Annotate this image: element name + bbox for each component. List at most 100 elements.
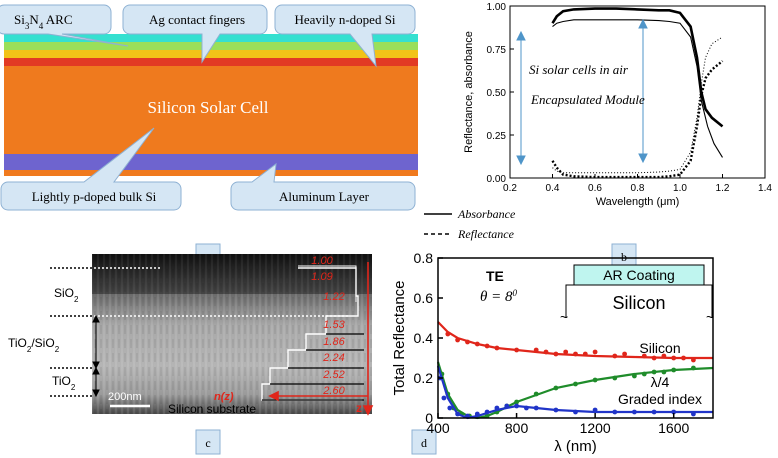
d-series-point-2	[474, 411, 480, 417]
layer-yellow	[4, 50, 418, 58]
d-series-point-1	[651, 369, 657, 375]
d-series-point-2	[494, 405, 500, 411]
panel-label-b: b	[611, 243, 637, 269]
layer-bottom	[4, 170, 418, 176]
ndoped-label: Heavily n-doped Si	[294, 12, 395, 27]
d-series-point-1	[612, 375, 618, 381]
d-series-point-0	[445, 331, 451, 337]
panel-c: SiO2 TiO2/SiO2 TiO2 1.00 1.09 1.22 1.53 1.86…	[8, 254, 374, 416]
aluminum-label: Aluminum Layer	[279, 189, 370, 204]
annotation-in-air: Si solar cells in air	[529, 62, 629, 77]
chart-b-series	[551, 7, 724, 179]
curve-label-graded: Graded index	[618, 391, 702, 407]
index-value: 1.86	[323, 336, 345, 348]
d-series-point-0	[661, 353, 667, 359]
layer-ndoped	[4, 58, 418, 66]
d-series-point-0	[691, 357, 696, 363]
d-series-point-2	[441, 395, 447, 401]
mode-label: TE	[486, 268, 504, 284]
index-value: 1.22	[323, 291, 344, 303]
d-xtick-label: 800	[505, 420, 529, 436]
d-series-point-2	[573, 409, 578, 415]
d-series-point-2	[447, 405, 453, 411]
b-ytick-label: 0.75	[487, 45, 507, 56]
callout-arc: Si3N4 ARC	[0, 4, 129, 47]
d-series-point-0	[465, 339, 470, 345]
b-xtick-label: 0.4	[546, 183, 560, 194]
d-series-point-2	[514, 403, 519, 409]
d-series-point-0	[543, 349, 549, 355]
b-xtick-label: 1.4	[758, 183, 772, 194]
d-series-point-0	[573, 351, 578, 357]
d-series-point-1	[661, 369, 667, 375]
d-series-point-2	[465, 413, 470, 419]
d-series-point-0	[474, 341, 480, 347]
chart-b-xlabel: Wavelength (μm)	[596, 196, 680, 208]
z-label: z	[356, 401, 362, 415]
b-xtick-label: 1.0	[673, 183, 687, 194]
inset-break-right: ~	[706, 309, 714, 325]
d-series-point-1	[641, 371, 647, 377]
d-xtick-label: 1200	[580, 420, 611, 436]
chart-d-xlabel: λ (nm)	[554, 438, 597, 455]
annotation-module: Encapsulated Module	[530, 92, 645, 107]
chart-b-legend: Absorbance Reflectance	[424, 207, 516, 241]
inset-silicon	[565, 284, 713, 318]
d-series-point-0	[641, 353, 647, 359]
chart-b-ticks: 0.2 0.4 0.6 0.8 1.0 1.2 1.4 0.00 0.25 0.50 0.75 1.0…	[487, 2, 773, 194]
inset-silicon-label: Silicon	[612, 293, 665, 313]
d-series-point-0	[484, 343, 490, 349]
d-series-point-1	[514, 399, 519, 405]
index-staircase-steps	[262, 333, 364, 401]
d-series-point-0	[651, 355, 657, 361]
d-series-point-2	[651, 409, 657, 415]
pdoped-label: Lightly p-doped bulk Si	[32, 189, 157, 204]
curve-label-quarter: λ/4	[651, 374, 670, 390]
panel-d: 400 800 1200 1600 0 0.2 0.4 0.6 0.8 λ (nm) Total…	[391, 250, 714, 455]
svg-text:c: c	[205, 436, 210, 450]
callout-fingers: Ag contact fingers	[122, 4, 268, 64]
label-tio2-sio2: TiO2/SiO2	[8, 336, 60, 354]
d-series-point-2	[504, 403, 510, 409]
d-series-point-2	[612, 409, 618, 415]
d-series-point-1	[533, 391, 539, 397]
d-series-point-0	[681, 355, 686, 361]
chart-d-ticks: 400 800 1200 1600 0 0.2 0.4 0.6 0.8	[414, 250, 690, 436]
d-xtick-label: 400	[426, 420, 450, 436]
legend-absorbance: Absorbance	[457, 207, 516, 221]
layer-boundaries-left	[50, 267, 92, 397]
layer-aluminum	[4, 154, 418, 170]
inset-ar-silicon: AR Coating Silicon ~ ~	[560, 264, 714, 325]
d-ytick-label: 0.4	[414, 330, 434, 346]
d-ytick-label: 0.6	[414, 290, 434, 306]
d-series-point-2	[524, 405, 529, 411]
d-series-point-1	[573, 381, 578, 387]
cell-label: Silicon Solar Cell	[148, 98, 269, 117]
svg-text:d: d	[421, 436, 427, 450]
d-series-point-1	[691, 365, 696, 371]
d-series-point-0	[533, 347, 539, 353]
d-xtick-label: 1600	[658, 420, 689, 436]
theta-label: θ = 80	[480, 288, 518, 305]
index-value: 2.24	[322, 352, 344, 364]
curve-label-silicon: Silicon	[639, 340, 680, 356]
d-series-point-0	[612, 353, 618, 359]
legend-reflectance: Reflectance	[457, 227, 515, 241]
d-series-point-0	[563, 349, 569, 355]
b-ytick-label: 1.00	[487, 2, 507, 13]
d-series-point-1	[484, 413, 490, 419]
b-xtick-label: 0.8	[631, 183, 645, 194]
b-xtick-label: 1.2	[716, 183, 730, 194]
b-ytick-label: 0.25	[487, 131, 507, 142]
b-series-line-0	[551, 7, 724, 128]
scale-label: 200nm	[108, 391, 142, 403]
nz-label: n(z)	[214, 391, 234, 403]
index-staircase-top	[298, 265, 357, 302]
panel-label-d: d	[411, 429, 437, 455]
d-series-point-2	[455, 411, 460, 417]
index-value: 1.53	[323, 319, 345, 331]
d-series-point-0	[455, 337, 460, 343]
inset-ar-label: AR Coating	[603, 267, 675, 283]
index-value: 1.09	[311, 271, 332, 283]
